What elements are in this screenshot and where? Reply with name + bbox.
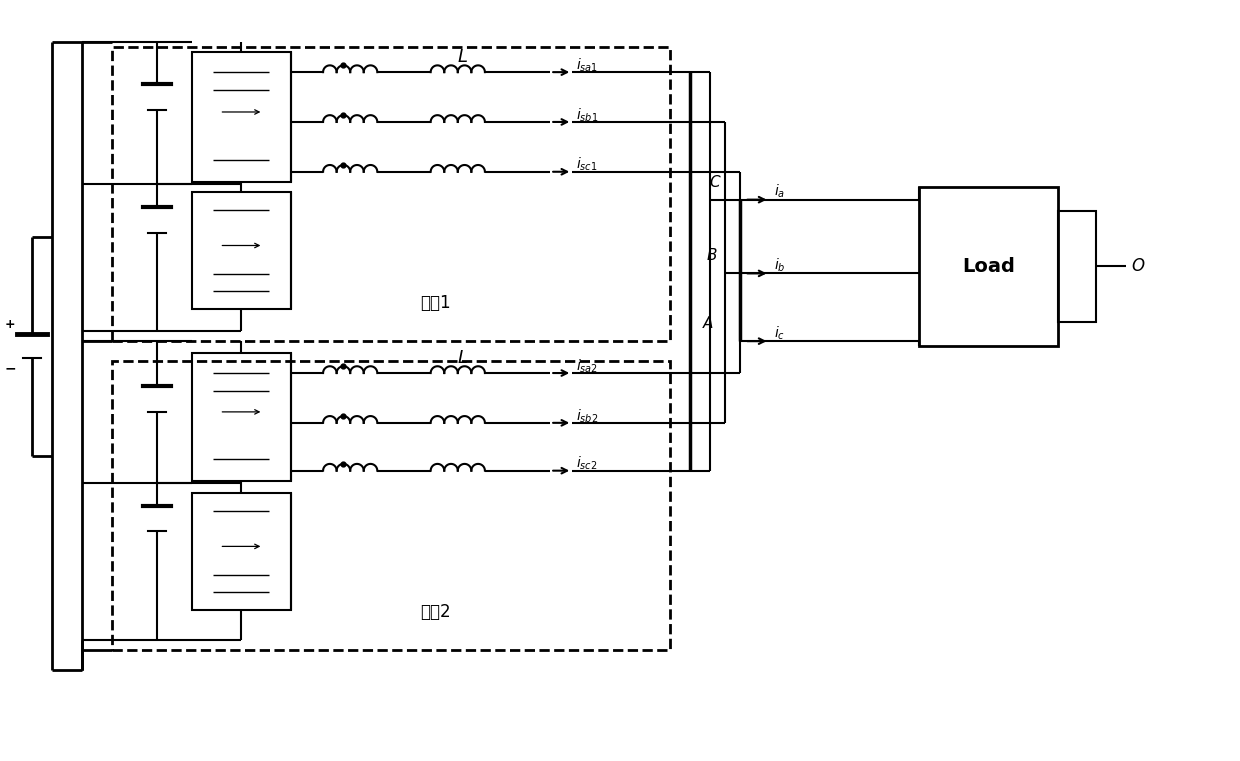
Text: Load: Load xyxy=(962,257,1016,276)
Text: $L$: $L$ xyxy=(458,48,467,66)
Bar xyxy=(191,192,291,309)
Bar xyxy=(191,353,291,481)
Text: $i_{sa2}$: $i_{sa2}$ xyxy=(577,358,598,374)
Bar xyxy=(112,47,670,341)
Text: $L$: $L$ xyxy=(458,349,467,367)
Bar xyxy=(191,492,291,610)
Text: 单元1: 单元1 xyxy=(420,295,451,312)
Text: $i_b$: $i_b$ xyxy=(775,256,786,274)
Text: +: + xyxy=(5,317,16,331)
Text: $i_{sa1}$: $i_{sa1}$ xyxy=(577,56,598,74)
Text: $i_a$: $i_a$ xyxy=(775,183,786,200)
Text: $i_{sb1}$: $i_{sb1}$ xyxy=(577,107,599,124)
Bar xyxy=(919,186,1059,346)
Text: $O$: $O$ xyxy=(1131,257,1146,275)
Bar xyxy=(112,361,670,650)
Text: $i_{sb2}$: $i_{sb2}$ xyxy=(577,407,599,425)
Text: $C$: $C$ xyxy=(709,174,722,189)
Text: $A$: $A$ xyxy=(702,315,714,331)
Bar xyxy=(1059,211,1096,322)
Text: $B$: $B$ xyxy=(706,247,718,263)
Text: $i_{sc2}$: $i_{sc2}$ xyxy=(577,455,598,473)
Text: $i_c$: $i_c$ xyxy=(775,324,785,342)
Text: $i_{sc1}$: $i_{sc1}$ xyxy=(577,156,598,174)
Text: −: − xyxy=(5,361,16,375)
Bar xyxy=(191,53,291,182)
Text: 单元2: 单元2 xyxy=(420,603,451,621)
